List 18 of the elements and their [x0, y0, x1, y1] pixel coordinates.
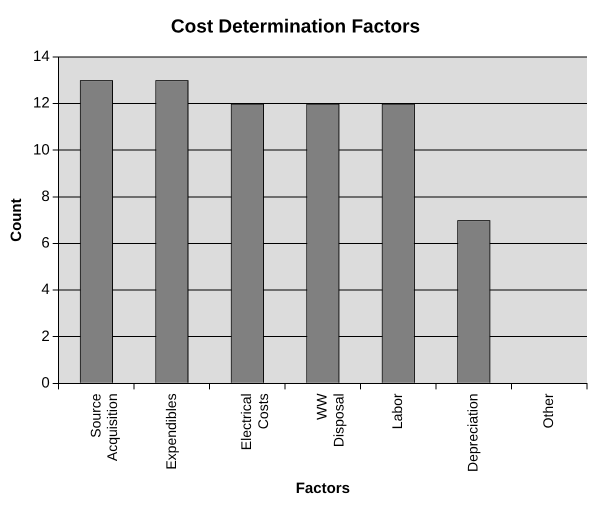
- y-tick-label: 8: [41, 188, 50, 205]
- x-tick-label: Source Acquisition: [87, 393, 120, 462]
- y-tick-label: 10: [32, 141, 50, 158]
- y-tick-label: 6: [41, 234, 50, 252]
- y-axis-title: Count: [8, 198, 26, 242]
- x-axis-title: Factors: [296, 480, 350, 498]
- y-tick-label: 4: [41, 281, 50, 298]
- y-tick-label: 2: [41, 328, 50, 345]
- chart-title: Cost Determination Factors: [170, 16, 420, 38]
- x-tick-label: Other: [540, 393, 556, 428]
- y-tick-label: 14: [32, 48, 50, 65]
- x-tick-label: Depreciation: [464, 393, 481, 472]
- x-tick-label: WW Disposal: [314, 392, 346, 448]
- x-tick-label: Expendibles: [162, 393, 179, 470]
- y-tick-label: 0: [41, 374, 50, 392]
- x-tick-label: Labor: [389, 393, 406, 430]
- x-tick-label: Electrical Costs: [238, 393, 272, 450]
- y-tick-label: 12: [32, 94, 50, 112]
